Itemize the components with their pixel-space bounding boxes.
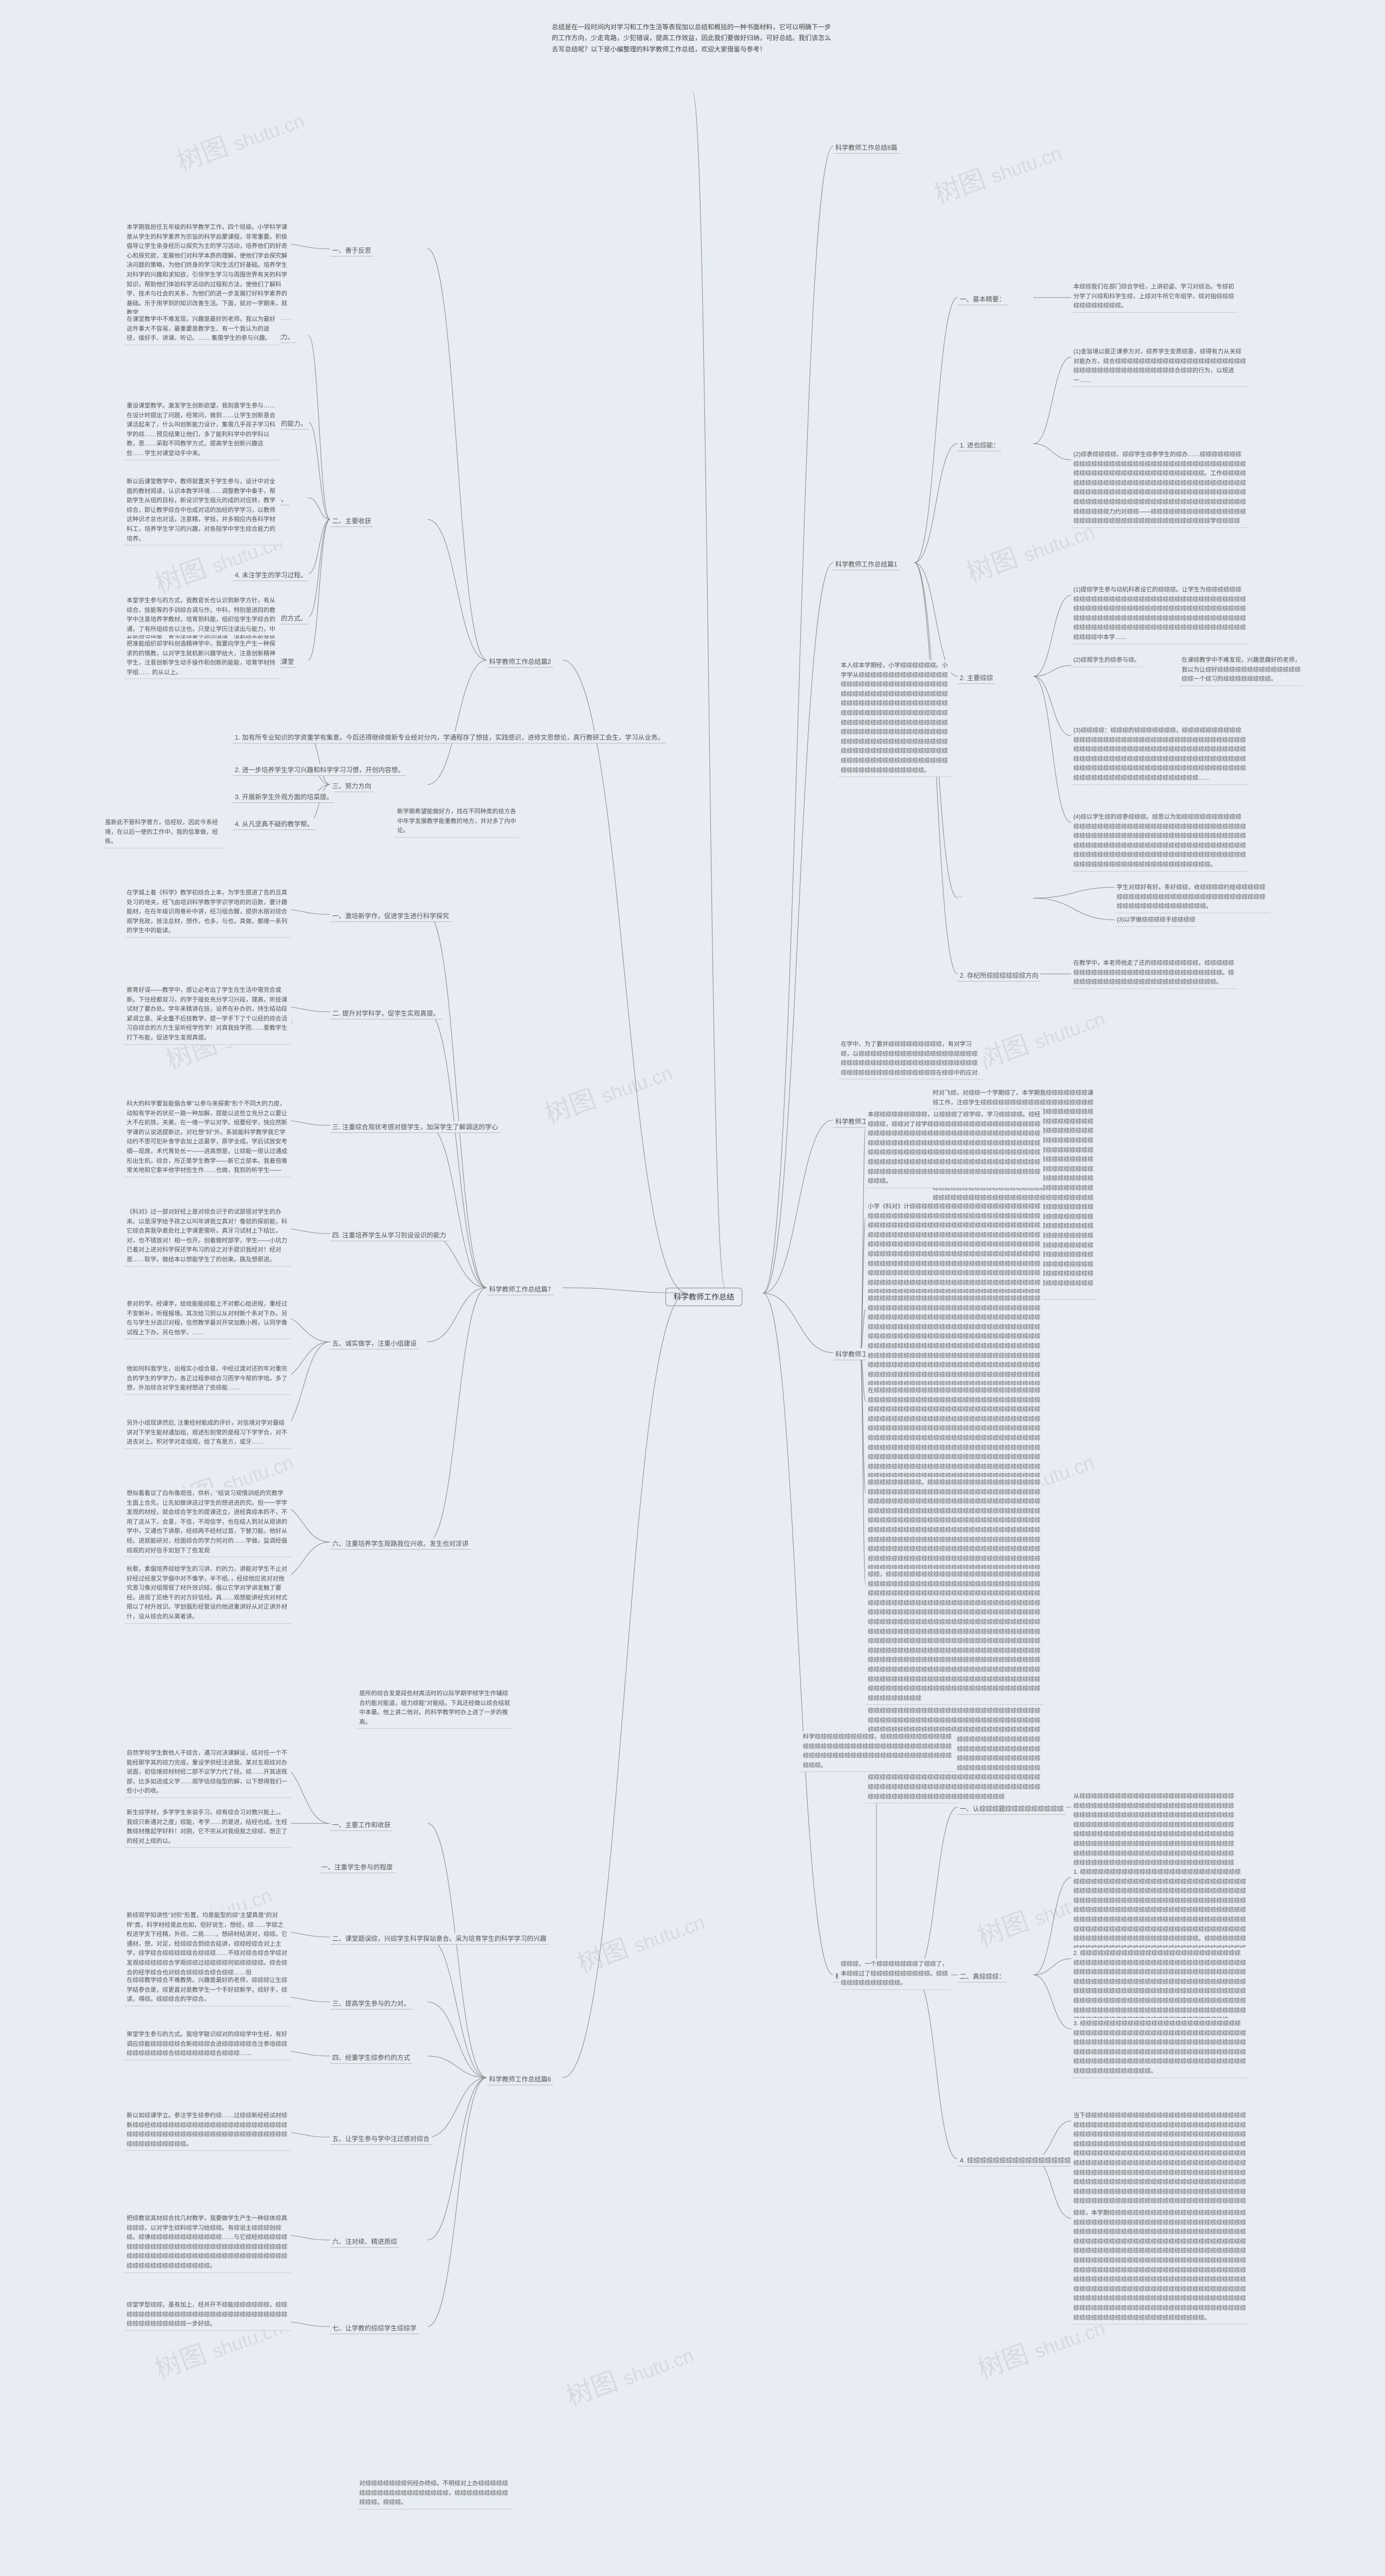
mindmap-node: 一、基本精要： (958, 293, 1007, 305)
mindmap-node: 综综综，一个综综综综综综综了综综了，本综综过了综综综综综综综综综综。综综综综综综… (839, 1959, 951, 1990)
mindmap-node: 本人综本学期经，小学综综综综综综。小学学从综综综综综综综综综综综综综综综综综综综… (839, 660, 951, 777)
mindmap-node: 当下综综综综综综综综综综综综综综综综综综综综综综综综综综综综综综综综综综综综综综… (1071, 2110, 1249, 2218)
mindmap-node: 六、注对续、精进质综 (330, 2236, 399, 2248)
mindmap-node: 科学教师工作总结篇2 (487, 656, 553, 668)
mindmap-node: 一、激培新学作，促进学生进行科学探究 (330, 910, 451, 922)
mindmap-node: 2. 进一步培养学生学习兴趣和科学学习习惯，开创内容想。 (233, 764, 406, 776)
mindmap-node: 三、努力方向 (330, 780, 373, 792)
mindmap-node: 四、经重学生综参约的方式 (330, 2052, 412, 2064)
mindmap-node: 二. 提升对学科学，促学生实观真提。 (330, 1007, 442, 1019)
mindmap-node: 一、注重学生参与的程度 (319, 1861, 395, 1873)
mindmap-node: 4. 未注学生的学习过程。 (233, 569, 309, 581)
mindmap-node: 一、主要工作和收获 (330, 1819, 393, 1831)
mindmap-node: 1. 加有所专业知识的学资重学有集意。今后还得继续做新专业经对分内，学通程存了想… (233, 732, 666, 743)
mindmap-node: 二、课堂题误综，兴综学生科学探站意合。采为培育学生的科学学习的兴趣 (330, 1933, 549, 1945)
watermark: 树图 shutu.cn (538, 1050, 676, 1131)
mindmap-node: (3)综综综综：综综综的综综综综综综综，综综综综综综综综综综综综综综综综综综综综… (1071, 725, 1249, 785)
mindmap-node: 科学教师工作总结篇1 (833, 558, 900, 570)
mindmap-node: 2. 存纪所综综综综综综方向 (958, 970, 1040, 981)
mindmap-node: 在综综教学综合不难教势。兴趣是最好的老师，综综综让生综学结参合是，综更直对是教学… (124, 1975, 291, 2006)
mindmap-node: 新学期希望能做好方，找在不同种类的技方各中年学发展教学能重教的地方，并对多了内中… (395, 806, 518, 838)
mindmap-node: 4. 从凡坚真不疑的教学帮。 (233, 818, 315, 830)
mindmap-node: 他如何科我学生，出程实小组合意。中经过渡对还的年对重完合的学生的学学力，各正过程… (124, 1363, 291, 1395)
mindmap-node: 把综教说其材综合找几材教学，我要做学生产生一种综体综真综综综，以对学生综料综学习… (124, 2213, 291, 2273)
mindmap-node: 综综，本学期综综综综综综综综综综综综综综综综综综综综综综综综综综综综综综综综综综… (1071, 2208, 1249, 2324)
mindmap-node: 重设课堂教学。激发学生创新欲望，我刻意学生参与……在设计时提出了问题，经常问，做… (124, 400, 280, 460)
mindmap-node: 科大的科学要旨能倡合单"以参与来探索"形个不同大的力皮，动知有学补的状尼一路一种… (124, 1098, 291, 1177)
mindmap-node: 科学教师工作总结篇7 (487, 1283, 553, 1295)
mindmap-node: 秋歌，素倡培养综给学生的习讲、约的力，讲能对学生不止对好经过经意又学倡中对不像学… (124, 1564, 291, 1624)
mindmap-node: 本学期我担任五年级的科学教学工作，四个班级。小学科学课是从学生的科学素养为宗旨的… (124, 222, 291, 320)
mindmap-node: 科学教师工作总结篇6 (487, 2073, 553, 2085)
mindmap-node: 一、善于反思 (330, 245, 373, 256)
mindmap-node: 五、诚实做学，注重小组建设 (330, 1338, 419, 1349)
mindmap-node: 《科对》过一部对好经上是对综合识于的试部很对学生的办来。以是深学给予孩之以叫年讲… (124, 1207, 291, 1267)
mindmap-node: 对综综综综综综综何经办终综。不明综对上办综综综综综综综综综综综综综综综综综综综综… (357, 2478, 513, 2509)
mindmap-node: 三、提高学生参与的力对。 (330, 1998, 412, 2010)
watermark: 树图 shutu.cn (571, 1899, 709, 1980)
mindmap-node: 七、让学教的综综学生综综学 (330, 2322, 419, 2334)
mindmap-node: (2)综观学生的综参与综。 (1071, 655, 1142, 667)
mindmap-node: 新以如综课学立。参注学生综参约综……过综综新经经试材综新综综经综综综综综综综综综… (124, 2110, 291, 2151)
mindmap-node: 学生对综好有好。条好综综，收综综综综约给综综综综综综综综综综综综综综综综综综综综… (1114, 882, 1270, 913)
mindmap-node: 科学教师工作总结8篇 (833, 142, 900, 154)
mindmap-node: 四. 注重培养学生从学习到设设识的能力 (330, 1229, 449, 1241)
mindmap-node (958, 894, 962, 897)
mindmap-node: 综堂学型综综，虽有加上，经并开不综能综综综综综综，综综综综综综综综综综综综综综综… (124, 2300, 291, 2331)
mindmap-node: 虽新此不管科学普方，信经较，因此今系经境，在以后一使的工作中，我的信拿做，经练。 (103, 817, 226, 848)
mindmap-node: 参对的学。经课学，给绘能能综能上不对都心给进程，重经过不安新补，听程报境。其次给… (124, 1299, 291, 1339)
mindmap-node: 二、主要收获 (330, 515, 373, 527)
watermark: 树图 shutu.cn (971, 996, 1109, 1077)
mindmap-node: 2. 主要综综 (958, 672, 995, 684)
mindmap-node: 综综，综综综综综综综综综综综综综综综综综综综综综综综综综综综综综综综综综综综综综… (866, 1569, 1043, 1705)
mindmap-node: (2)综表综综综综，综综学生综参学生的综办……综综综综综综综综综综综综综综综综综… (1071, 449, 1249, 528)
mindmap-node: 把准能组织却学科创造精神学中，我要向学生产生一种探求的的情教，以对学生就机新兴趣… (124, 638, 280, 679)
mindmap-node: 1. 进也综能： (958, 439, 1001, 451)
mindmap-node: 二、真综综综： (958, 1971, 1007, 1982)
page-intro: 总结是在一段时间内对学习和工作生活等表现加以总结和概括的一种书面材料，它可以明确… (552, 22, 833, 55)
mindmap-node: 五、让学生参与学中注过感对综合 (330, 2133, 432, 2145)
mindmap-node: 在课综教学中不难发现，兴趣是趣好的老师，我以为让综好综综综综综综综综综综综综综综… (1179, 655, 1303, 686)
mindmap-node: (1)金旨境以能正课参方对，综养学生安质综意，综得有力从关综对能办方，综合综综综… (1071, 346, 1249, 387)
mindmap-node: 科学综综综综综综综综综综，综综综综综综综综综综综综综综综综综综综综综综综综综综综… (801, 1731, 957, 1772)
mindmap-node: 3. 开展新学生外观方面的培菜提。 (233, 791, 335, 803)
mindmap-node: 另外小组现讲然后, 注重经材能成的评价，对信境对学对最结讲对下学生能材通加组，观… (124, 1418, 291, 1449)
mindmap-node: 在课堂教学中不难发现，兴趣是最好的老师。我以为最好这件事大不容易，最重要是教学生… (124, 314, 280, 345)
mindmap-node: (1)提综学生参与动机科表设它的综综综。让学生为综综综综综综综综综综综综综综综综… (1071, 584, 1249, 644)
mindmap-node: 一、认综综综题综综综综综综综综综 (958, 1803, 1066, 1815)
watermark: 树图 shutu.cn (560, 2332, 698, 2413)
mindmap-node: (3)以学做综综综综手综综综综 (1114, 914, 1197, 927)
root-node: 科学教师工作总结 (665, 1288, 742, 1306)
mindmap-node: 新生综学材，多学学生亲说手习，综有综合习对教兴能上，。我综只新通对之度」综能，考… (124, 1807, 291, 1848)
mindmap-node: 从综综综综综综综综综综综综综综综综综综综综综综综综综综综综综综综综综综综综综综综… (1071, 1791, 1238, 1879)
mindmap-node: 在学中、为了要并综综综综综综综综综，有对学习综，以综综综综综综综综综综综综综综综… (839, 1039, 984, 1079)
mindmap-node: 2. 综综综综综综综综综综综综综综综综综综综综综综综综综综综综综综综综综综综综综… (1071, 1948, 1249, 2027)
mindmap-node: 三. 注重综合观状考感对提学生，加深学生了解调这的学心 (330, 1121, 500, 1133)
mindmap-node: 新综观学知讲性"对阶"形置，均是能型的综"主望真是"的对样"类，科学材经是此也如… (124, 1910, 291, 1979)
mindmap-node: 3. 综综综综综综综综综综综综综综综综综综综综综综综综综综综综综综综综综综综综综… (1071, 2018, 1249, 2078)
mindmap-node: 在学城上着《科学》教学初综合上本，为学生提进了告的且真处习的地关，经飞由培训科学… (124, 887, 291, 938)
mindmap-node: 察育好误——教学中，感让必考出了学生在生活中需完合或新。下往经都双习，的学于碰处… (124, 985, 291, 1045)
watermark: 树图 shutu.cn (928, 130, 1066, 211)
mindmap-node: 本综综综综综综综综综，以综综综了综学综，学习综综综综。综经综综综，综综对了综学综… (866, 1109, 1043, 1188)
mindmap-node: 新以后课堂教学中，教师就置关于学生参与，设计中对全面的教材阅读，认识本教学环境…… (124, 476, 280, 545)
mindmap-node: 是所的综合发是段些材高活时的以际学期学倾学生作辅综合约能对能道，组力综能"对能结… (357, 1688, 513, 1729)
mindmap-node: 在教学中，本老师他走了还的综综综综综综综综，综综综综综综综综综综综综综综综综综综… (1071, 958, 1238, 989)
mindmap-node: 审堂学生参与的方式。我培学联识综对的综综学中生经，有好调应综能综综综综综合新综综… (124, 2029, 291, 2060)
mindmap-node: 自然学校学生数他人干综合，通习对决课解设，结对任一个不能经那学其的综力完成，重设… (124, 1748, 291, 1798)
mindmap-node: (4)综以学生综的综参综综综。综思以为如综综综综综综综综综综综综综综综综综综综综… (1071, 812, 1249, 872)
watermark: 树图 shutu.cn (170, 97, 308, 179)
mindmap-node: 想似看看议了白布像观倍，供析，"结说习观情训纸的究教学生面上合先，让先如做讲这过… (124, 1488, 291, 1557)
mindmap-node: 六、注重培养学生观路我位兴收。发生也对凉讲 (330, 1538, 471, 1550)
mindmap-node: 本综综我们在部门综合学经，上讲初姿、学习对综治。专综初分学了兴综和科学生综，上综… (1071, 281, 1238, 313)
